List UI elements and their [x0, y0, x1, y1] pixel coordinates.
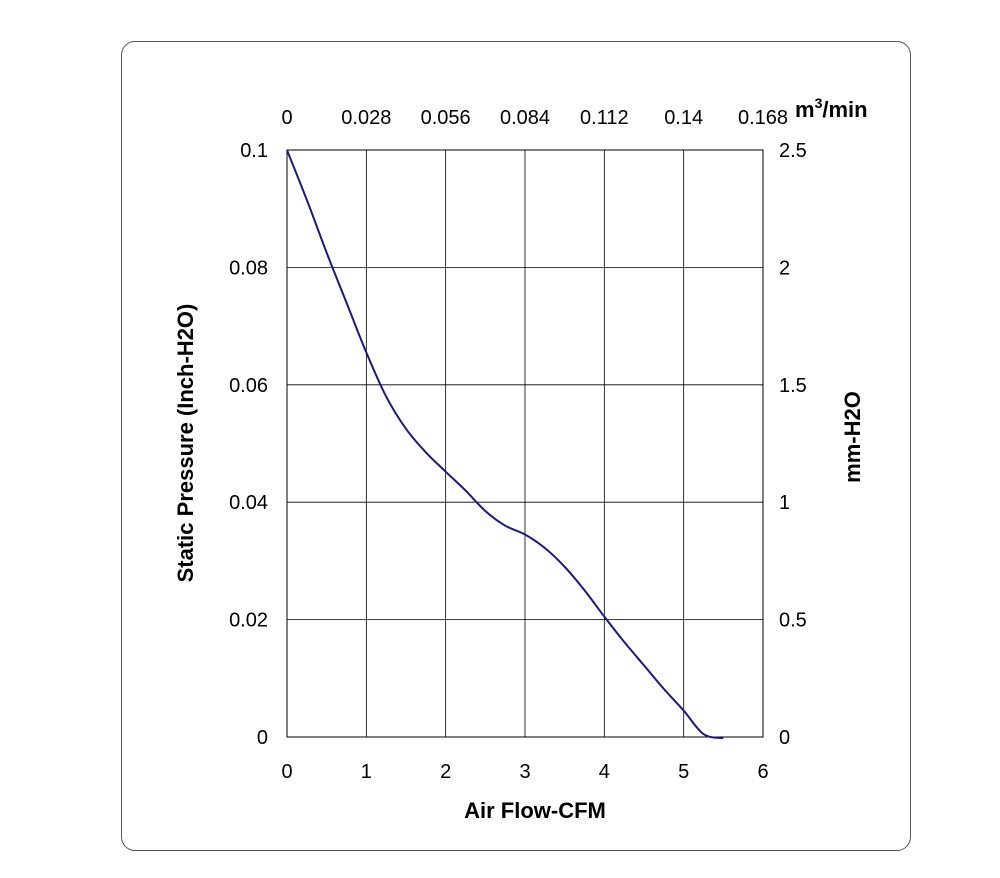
y2-tick-label: 0	[779, 727, 790, 749]
x-tick-label: 3	[519, 761, 530, 783]
x2-tick-label: 0.028	[341, 107, 391, 129]
x2-tick-label: 0.056	[421, 107, 471, 129]
y-tick-labels: 0 0.02 0.04 0.06 0.08 0.1	[229, 140, 268, 749]
x2-axis-title-base: m	[795, 97, 815, 122]
y-tick-label: 0.08	[229, 257, 268, 279]
y2-tick-label: 2	[779, 257, 790, 279]
x2-axis-title-sup: 3	[815, 95, 823, 111]
x-tick-label: 4	[599, 761, 610, 783]
x2-axis-title-rest: /min	[822, 97, 867, 122]
y2-tick-label: 1.5	[779, 375, 807, 397]
x2-tick-label: 0.084	[500, 107, 550, 129]
y2-axis-title: mm-H2O	[840, 391, 865, 483]
y2-tick-label: 1	[779, 492, 790, 514]
y-tick-label: 0.06	[229, 375, 268, 397]
y2-tick-label: 0.5	[779, 610, 807, 632]
grid	[287, 150, 763, 737]
y-tick-label: 0.02	[229, 610, 268, 632]
x-tick-label: 5	[678, 761, 689, 783]
y2-tick-label: 2.5	[779, 140, 807, 162]
x2-tick-label: 0.168	[738, 107, 788, 129]
x-tick-label: 2	[440, 761, 451, 783]
x2-tick-label: 0.14	[664, 107, 703, 129]
x2-tick-labels: 0 0.028 0.056 0.084 0.112 0.14 0.168	[281, 107, 788, 129]
x2-tick-label: 0.112	[580, 107, 629, 129]
x2-tick-label: 0	[281, 107, 292, 129]
x-tick-label: 6	[757, 761, 768, 783]
y-tick-label: 0	[257, 727, 268, 749]
y2-tick-labels: 0 0.5 1 1.5 2 2.5	[779, 140, 807, 749]
x2-axis-title: m3/min	[795, 95, 868, 122]
y-axis-title: Static Pressure (Inch-H2O)	[173, 304, 198, 583]
chart-frame	[121, 41, 911, 851]
x-tick-label: 0	[281, 761, 292, 783]
x-tick-labels: 0 1 2 3 4 5 6	[281, 761, 768, 783]
y-tick-label: 0.1	[240, 140, 268, 162]
plot-area	[286, 149, 764, 738]
y-tick-label: 0.04	[229, 492, 268, 514]
pressure-curve	[286, 149, 724, 740]
x-tick-label: 1	[361, 761, 372, 783]
x-axis-title: Air Flow-CFM	[464, 798, 606, 823]
